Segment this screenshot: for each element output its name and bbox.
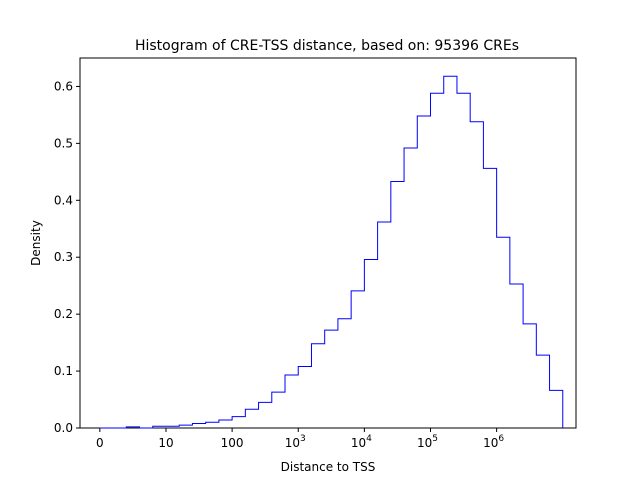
x-axis-title: Distance to TSS	[281, 460, 376, 474]
y-tick-label: 0.6	[54, 79, 73, 93]
y-tick-label: 0.5	[54, 136, 73, 150]
x-tick-label: 106	[483, 434, 504, 450]
plot-frame	[79, 57, 577, 429]
x-axis: 0 10 100 103 104 105 106	[96, 428, 504, 450]
x-tick-label: 103	[285, 434, 306, 450]
chart-title: Histogram of CRE-TSS distance, based on:…	[135, 38, 519, 54]
y-tick-label: 0.2	[54, 307, 73, 321]
x-tick-label: 10	[158, 436, 173, 450]
y-axis: 0.0 0.1 0.2 0.3 0.4 0.5 0.6	[54, 79, 80, 435]
x-tick-label: 104	[351, 434, 372, 450]
y-tick-label: 0.1	[54, 364, 73, 378]
y-tick-label: 0.3	[54, 250, 73, 264]
y-tick-label: 0.4	[54, 193, 73, 207]
x-tick-label: 105	[417, 434, 438, 450]
y-tick-label: 0.0	[54, 421, 73, 435]
histogram-step-line	[99, 75, 564, 429]
y-axis-title: Density	[29, 220, 43, 266]
x-tick-label: 100	[221, 436, 244, 450]
x-tick-label: 0	[96, 436, 104, 450]
